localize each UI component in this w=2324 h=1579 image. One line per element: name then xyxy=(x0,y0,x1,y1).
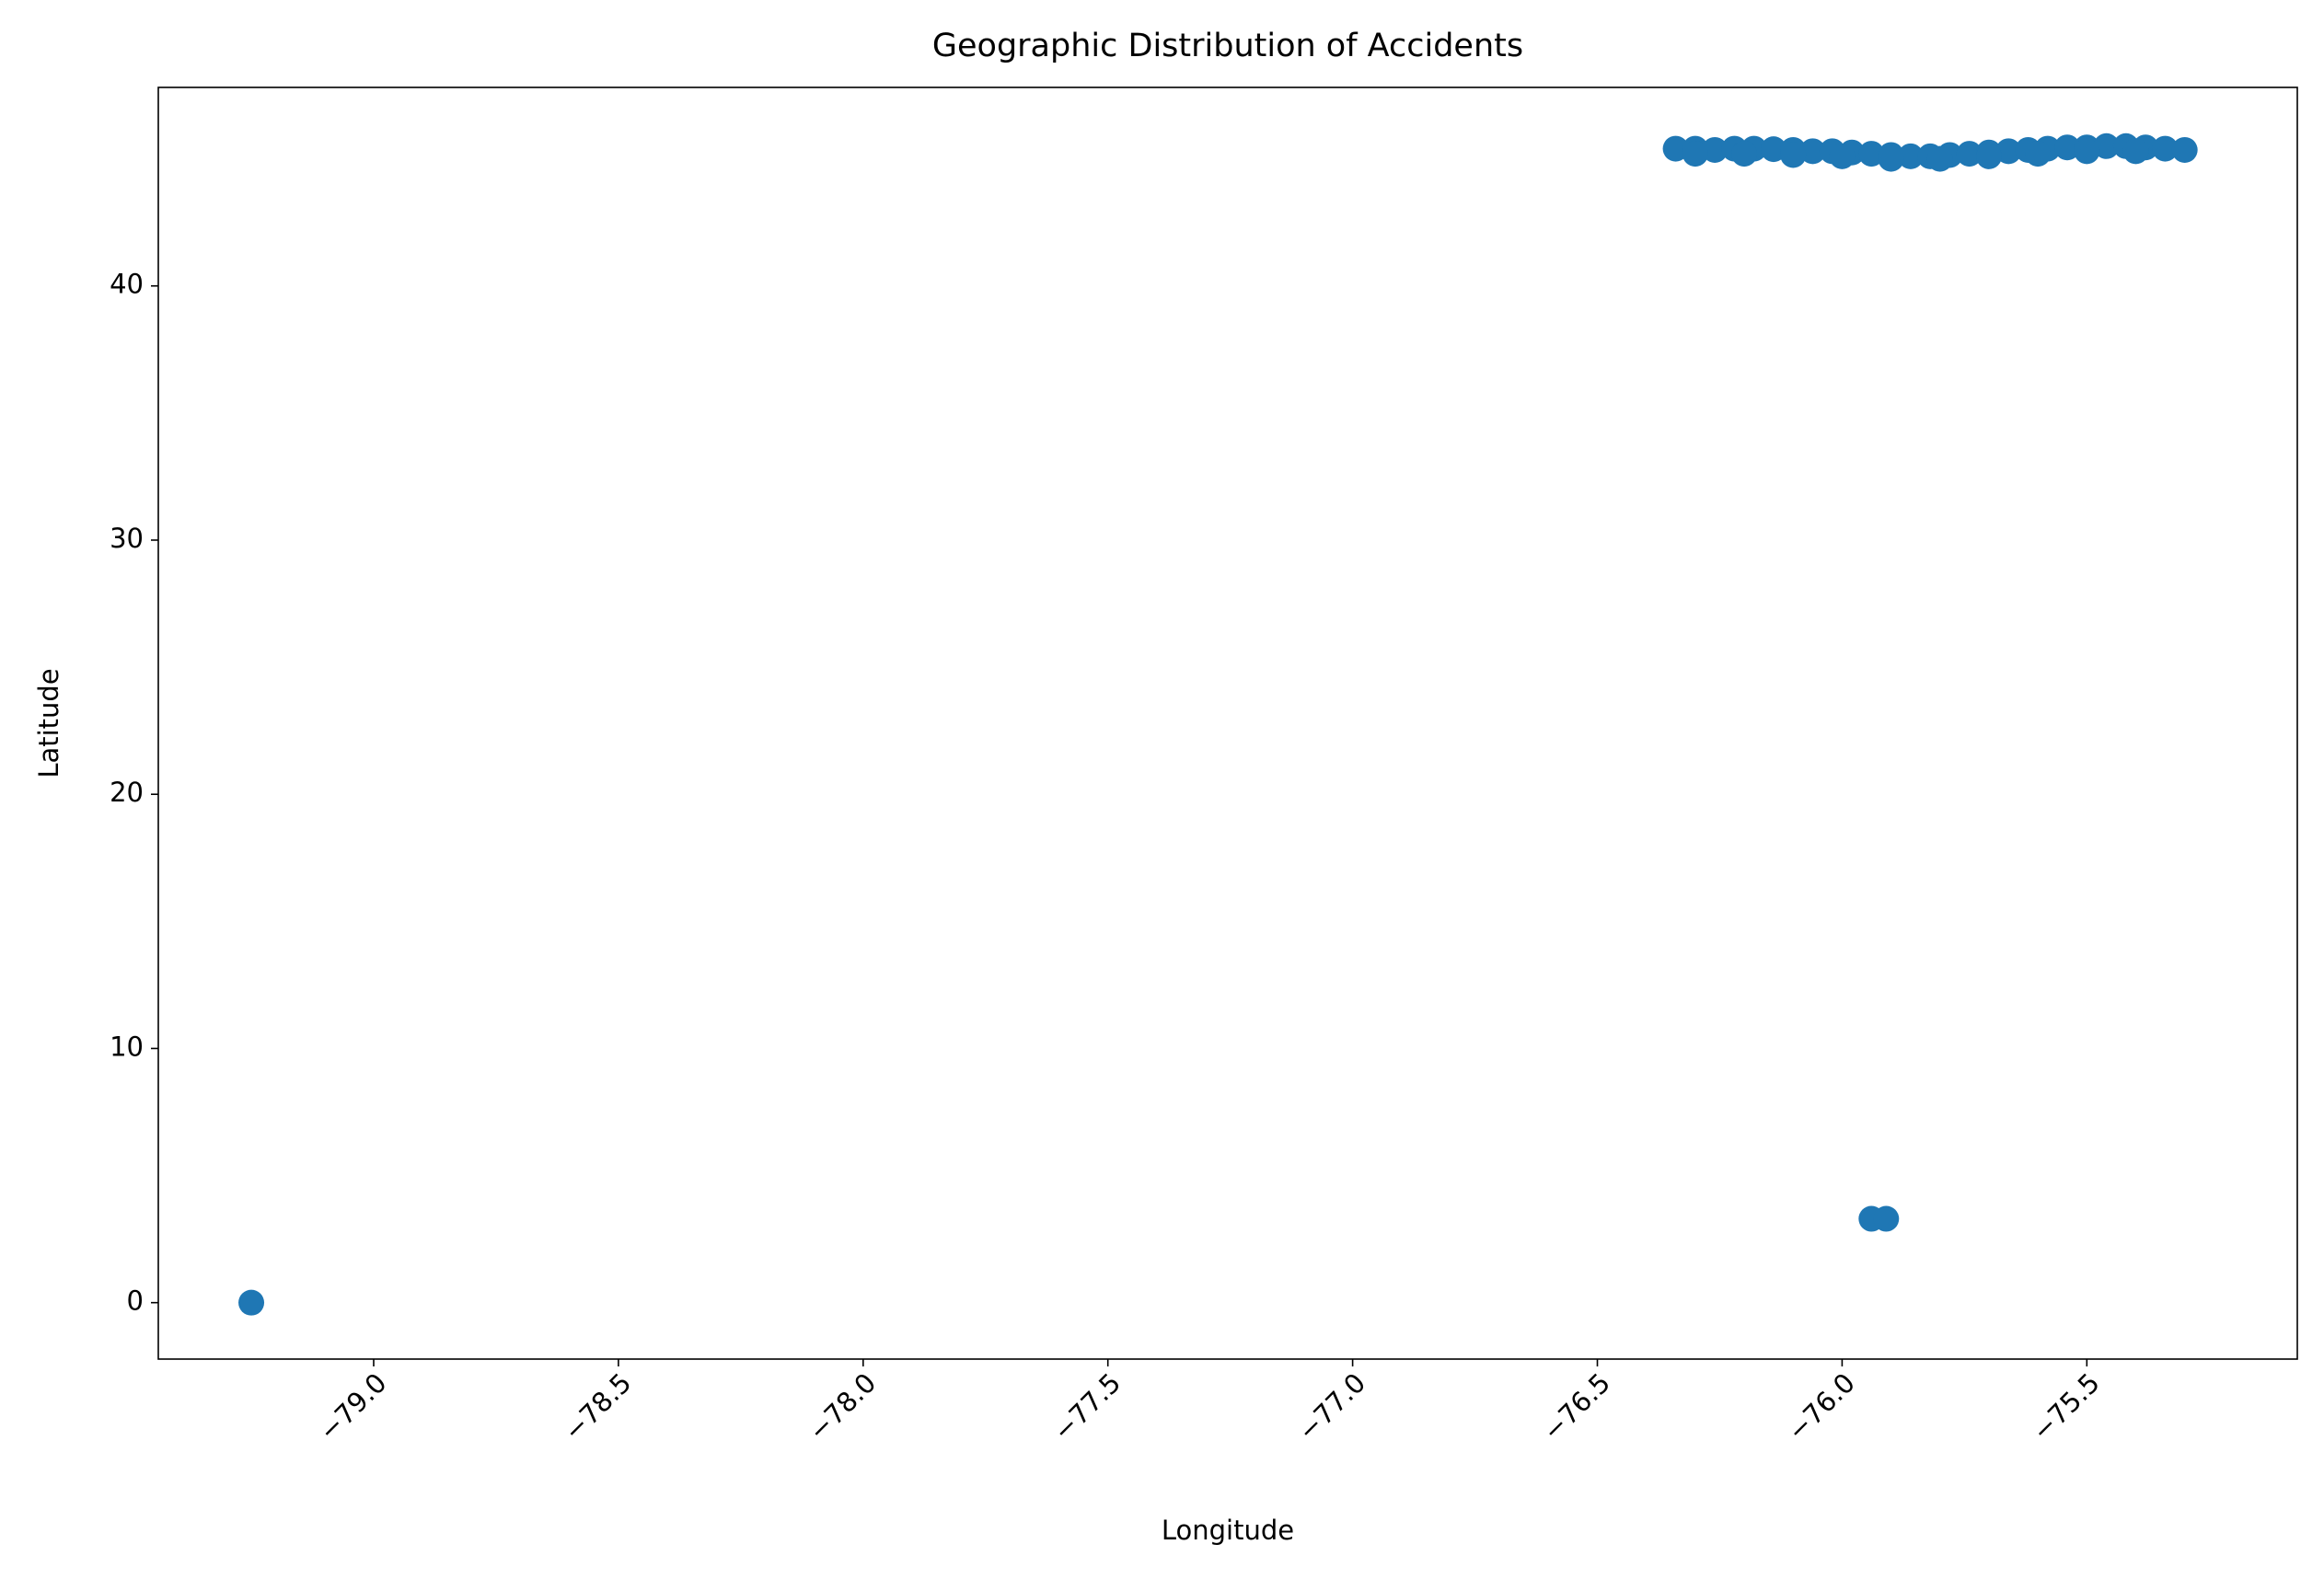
y-axis-label: Latitude xyxy=(33,668,64,778)
point xyxy=(2025,141,2052,167)
y-tick-label: 30 xyxy=(110,523,144,554)
point xyxy=(1995,138,2022,165)
point xyxy=(2122,138,2149,165)
point xyxy=(1956,141,1983,167)
point xyxy=(1702,136,1729,163)
point xyxy=(1662,135,1689,162)
point xyxy=(1858,141,1885,167)
point xyxy=(1760,136,1786,163)
y-tick-label: 0 xyxy=(127,1285,144,1317)
plot-frame xyxy=(157,86,2298,1360)
point xyxy=(1731,141,1758,167)
point xyxy=(1878,145,1904,172)
point xyxy=(2093,133,2120,159)
point xyxy=(1897,143,1924,169)
point xyxy=(2152,135,2179,162)
point xyxy=(1926,145,1953,172)
point xyxy=(238,1289,265,1316)
y-tick-label: 10 xyxy=(110,1031,144,1062)
point xyxy=(2171,136,2198,163)
point xyxy=(1829,143,1856,169)
chart-title: Geographic Distribution of Accidents xyxy=(932,28,1523,64)
point xyxy=(1780,142,1807,168)
point xyxy=(1873,1205,1900,1232)
y-tick-label: 20 xyxy=(110,777,144,808)
point xyxy=(2054,134,2081,161)
point xyxy=(2074,138,2100,165)
x-axis-label: Longitude xyxy=(1162,1515,1294,1546)
point xyxy=(1799,138,1826,165)
point xyxy=(1975,143,2002,169)
y-tick-label: 40 xyxy=(110,269,144,300)
point xyxy=(1682,141,1708,167)
